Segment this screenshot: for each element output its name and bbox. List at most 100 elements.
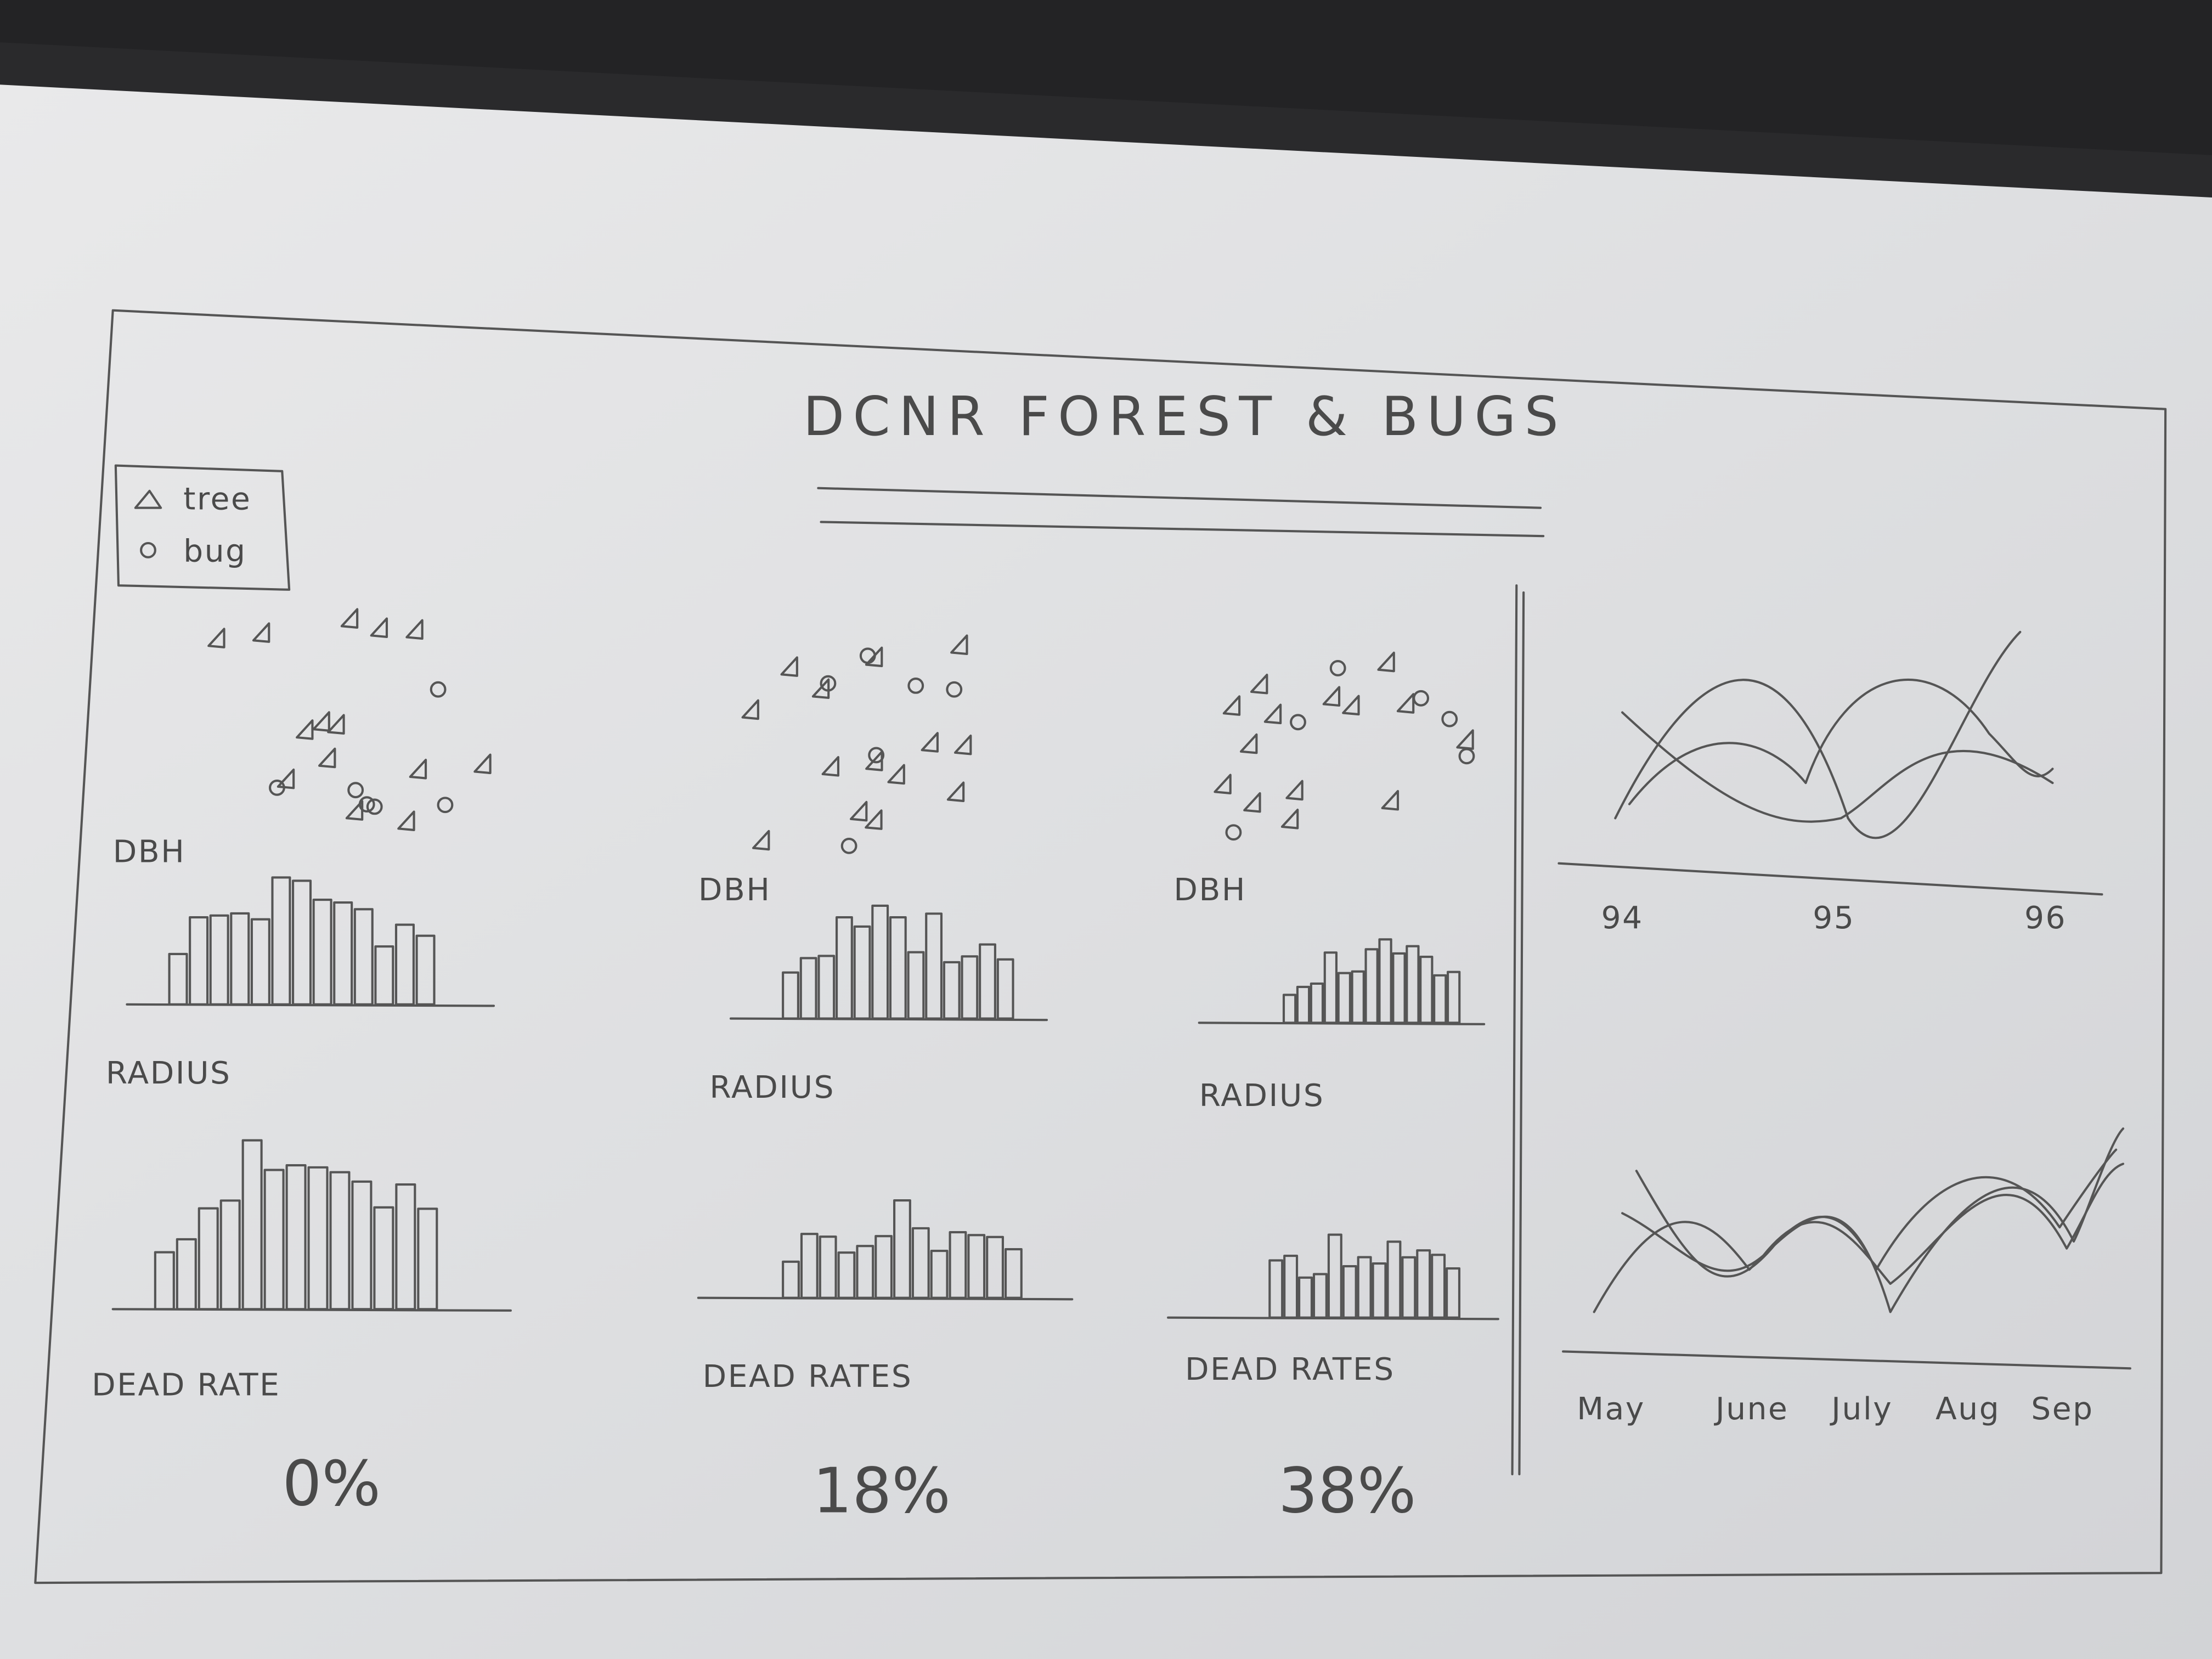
hist-bar [329,1171,351,1311]
tree-point [1263,703,1282,725]
tree-point [865,646,883,668]
hist-bar [1364,948,1379,1024]
tree-point [1377,651,1395,673]
tree-point [821,756,839,777]
tree-point [887,764,905,785]
background [0,0,2212,155]
hist-bar [417,1207,438,1311]
bug-point [868,747,885,764]
title: DCNR FOREST & BUGS [803,386,1567,448]
hist-bar [351,1180,373,1311]
tree-point [1322,686,1341,707]
tree-point [780,656,798,677]
radius-label: RADIUS [106,1055,232,1091]
hist-bar [907,951,925,1020]
x-label: June [1714,1391,1788,1427]
hist-bar [176,1238,197,1311]
hist-bar [271,876,291,1006]
tree-point [849,800,868,822]
tree-point [312,711,330,732]
tree-point [296,719,314,740]
trend-line [1593,1127,2125,1313]
hist-bar [1392,952,1406,1024]
hist-bar [853,925,871,1020]
hist-bar [333,901,353,1006]
hist-bar [800,1233,819,1299]
tree-point [345,800,364,821]
hist-bar [1431,1254,1446,1319]
bug-point [437,797,454,814]
hist-bar [1327,1233,1342,1319]
hist-bar [1357,1256,1372,1319]
tree-point [1381,790,1400,811]
hist-bar [949,1231,967,1299]
hist-bar [925,912,943,1020]
tree-point [340,608,359,629]
hist-bar [250,918,270,1006]
dbh-label: DBH [1173,872,1246,908]
hist-bar [154,1251,175,1311]
hist-bar [1406,945,1420,1024]
hist-bar [1312,1273,1328,1319]
tree-point [473,753,492,775]
tree-point [1240,733,1258,754]
hist-bar [1298,1276,1313,1319]
tree-point [397,810,415,832]
tree-point [252,622,270,643]
legend-label: bug [183,533,246,569]
tree-point [318,747,336,769]
hist-bar [911,1227,930,1299]
hist-bar [1268,1259,1284,1319]
hist-bar [292,879,312,1006]
hist-bar [1310,982,1324,1024]
tree-point [370,617,388,639]
bug-point [1329,660,1346,676]
hist-bar [1351,970,1365,1024]
hist-bar [1323,951,1338,1024]
hist-bar [967,1234,986,1299]
hist-bar [1446,1267,1461,1319]
tree-point [1214,774,1232,794]
hist-bar [1386,1240,1402,1319]
hist-bar [285,1164,307,1311]
dead-rate-value: 18% [812,1454,950,1527]
trend-line [1635,1148,2118,1278]
hist-bar [374,945,394,1006]
dbh-label: DBH [698,872,771,908]
tree-point [950,634,968,656]
hist-bar [893,1199,911,1299]
hist-bar [856,1245,874,1299]
tree-point [207,628,225,648]
hist-bar [943,961,961,1020]
dead-rate-label: DEAD RATES [1185,1351,1395,1387]
tree-point [1456,729,1474,750]
dead-rate-value: 0% [283,1448,381,1520]
hist-bar [1296,985,1311,1024]
legend-circle [140,541,156,558]
tree-point [1342,695,1360,716]
trend-line [1621,1163,2125,1285]
tree-point [1250,674,1268,695]
bug-point [430,681,447,698]
x-label: Aug [1936,1391,2000,1427]
tree-point [276,768,295,789]
hist-bar [307,1166,329,1311]
x-label: May [1577,1391,1645,1427]
tree-point [409,759,427,780]
hist-bar [1419,956,1434,1024]
radius-label: RADIUS [709,1069,835,1105]
legend-triangle [134,489,162,509]
hist-bar [415,934,436,1006]
tree-point [741,699,759,720]
axis-line [1558,862,2103,896]
hist-bar [395,1183,416,1311]
tree-point [1285,780,1304,801]
hist-bar [874,1235,893,1299]
radius-label: RADIUS [1199,1077,1325,1114]
hist-bar [817,955,836,1020]
hist-bar [1416,1249,1431,1319]
x-label: Sep [2031,1391,2094,1427]
hist-bar [1401,1256,1417,1319]
trend-line [1628,678,2054,805]
